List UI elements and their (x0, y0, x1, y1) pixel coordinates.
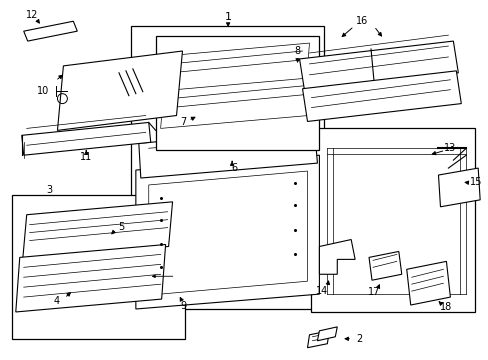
Polygon shape (302, 71, 460, 121)
Text: 9: 9 (180, 301, 186, 311)
Text: 11: 11 (80, 152, 92, 162)
Polygon shape (22, 202, 172, 260)
Polygon shape (57, 51, 182, 130)
Polygon shape (368, 251, 401, 280)
Text: 14: 14 (316, 286, 328, 296)
Text: 2: 2 (355, 334, 362, 344)
Polygon shape (317, 327, 337, 341)
Polygon shape (139, 129, 317, 178)
Polygon shape (406, 261, 449, 305)
Bar (131, 26, 324, 309)
Text: 13: 13 (444, 143, 456, 153)
Text: 10: 10 (38, 86, 50, 96)
Text: 5: 5 (118, 222, 124, 231)
Bar (311, 129, 474, 312)
Bar (12, 195, 185, 339)
Polygon shape (163, 43, 309, 94)
Polygon shape (299, 41, 457, 91)
Text: 1: 1 (224, 12, 231, 22)
Polygon shape (307, 331, 328, 348)
Polygon shape (148, 171, 307, 295)
Polygon shape (24, 21, 77, 41)
Polygon shape (161, 78, 311, 129)
Polygon shape (16, 244, 165, 312)
Text: 12: 12 (25, 10, 38, 20)
Text: 17: 17 (367, 287, 379, 297)
Text: 6: 6 (230, 163, 237, 173)
Polygon shape (438, 168, 479, 207)
Text: 8: 8 (294, 46, 300, 56)
Text: 7: 7 (180, 117, 186, 127)
Polygon shape (319, 239, 354, 274)
Polygon shape (136, 155, 319, 309)
Text: 15: 15 (469, 177, 481, 187)
Text: 16: 16 (355, 16, 367, 26)
Bar (155, 36, 319, 150)
Text: 3: 3 (46, 185, 53, 195)
Polygon shape (21, 122, 150, 155)
Text: 4: 4 (53, 296, 60, 306)
Text: 18: 18 (439, 302, 451, 312)
